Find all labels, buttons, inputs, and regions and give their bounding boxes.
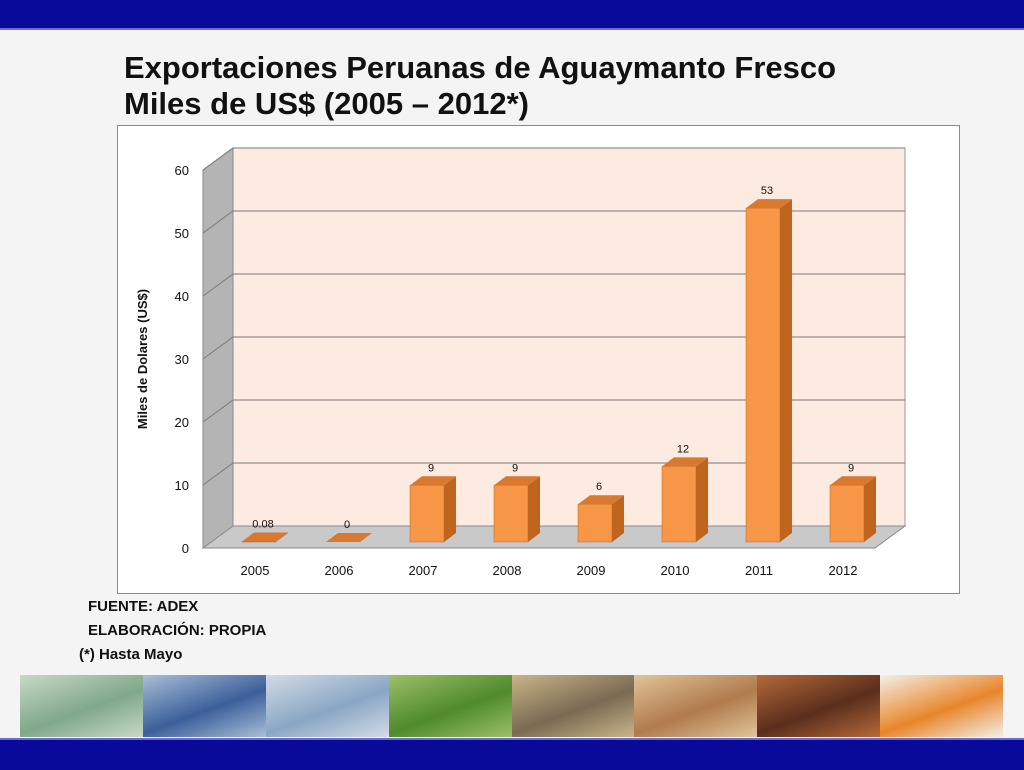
- y-axis-title: Miles de Dolares (US$): [135, 289, 150, 429]
- bars: [241, 199, 876, 543]
- bar-group: [493, 476, 540, 543]
- gridline: [202, 147, 905, 171]
- bar-top: [578, 495, 624, 505]
- bar-group: [577, 495, 624, 543]
- y-tick-label: 40: [175, 289, 189, 304]
- bar-side: [612, 495, 624, 542]
- bar-group: [326, 533, 372, 542]
- bar-side: [444, 476, 456, 542]
- bar: [661, 466, 697, 543]
- data-label: 12: [677, 443, 689, 455]
- y-tick-label: 0: [182, 541, 189, 556]
- gridline: [202, 210, 905, 234]
- x-tick-label: 2012: [829, 563, 858, 578]
- bar-top: [830, 476, 876, 486]
- y-tick-label: 10: [175, 478, 189, 493]
- x-tick-label: 2010: [661, 563, 690, 578]
- bar-group: [241, 532, 288, 543]
- x-tick-label: 2006: [325, 563, 354, 578]
- source-note: FUENTE: ADEX: [88, 598, 199, 615]
- bar: [745, 207, 781, 543]
- gridline: [202, 399, 905, 423]
- x-tick-label: 2011: [745, 563, 773, 578]
- bar-top: [326, 533, 372, 542]
- y-tick-label: 50: [175, 226, 189, 241]
- bar-side: [276, 532, 288, 542]
- bar-top: [746, 199, 792, 209]
- chart-frame: 0 10 20 30 40 50 60 Miles de Dolares (US$) 0.08 2…: [117, 125, 960, 594]
- bar: [493, 485, 529, 543]
- data-label: 6: [596, 481, 602, 493]
- plot-walls: [201, 147, 907, 549]
- data-label: 53: [761, 185, 773, 197]
- slide-title-line-2: Miles de US$ (2005 – 2012*): [124, 86, 529, 121]
- elaboration-note: ELABORACIÓN: PROPIA: [88, 622, 267, 639]
- bar-side: [780, 199, 792, 542]
- port-ship-photo: [265, 675, 389, 737]
- plot-floor: [201, 525, 907, 549]
- bar: [409, 485, 445, 543]
- data-label: 0: [344, 519, 350, 531]
- gridline: [202, 273, 905, 297]
- data-label: 9: [428, 462, 434, 474]
- x-tick-label: 2007: [409, 563, 438, 578]
- gridline: [202, 336, 905, 360]
- bar-top: [410, 476, 456, 486]
- bar-top: [242, 532, 288, 542]
- y-tick-label: 60: [175, 163, 189, 178]
- footnote: (*) Hasta Mayo: [79, 646, 183, 663]
- x-tick-label: 2009: [577, 563, 606, 578]
- x-tick-label: 2008: [493, 563, 522, 578]
- bar: [577, 503, 613, 543]
- money-photo: [20, 675, 143, 737]
- bar: [829, 485, 865, 543]
- bar: [241, 541, 277, 543]
- market-workers-photo: [511, 675, 635, 737]
- bar-top: [662, 457, 708, 467]
- crop-field-photo: [388, 675, 512, 737]
- bar-side: [528, 476, 540, 542]
- cacao-beans-photo: [757, 675, 881, 737]
- slide-title-line-1: Exportaciones Peruanas de Aguaymanto Fre…: [124, 50, 837, 85]
- data-label: 9: [512, 462, 518, 474]
- bar-group: [829, 476, 876, 543]
- bar-side: [864, 476, 876, 542]
- bar-top: [494, 476, 540, 486]
- top-band: [0, 0, 1024, 30]
- bar-group: [409, 476, 456, 543]
- aguaymanto-fruits-photo: [880, 675, 1003, 737]
- bar-group: [745, 199, 792, 543]
- globe-photo: [142, 675, 266, 737]
- y-tick-label: 20: [175, 415, 189, 430]
- bar-side: [696, 457, 708, 542]
- x-tick-label: 2005: [241, 563, 270, 578]
- photo-strip: [20, 675, 1003, 737]
- data-label: 9: [848, 462, 854, 474]
- bottom-band: [0, 738, 1024, 770]
- vicunas-photo: [634, 675, 758, 737]
- slide-title: Exportaciones Peruanas de Aguaymanto Fre…: [124, 50, 836, 122]
- y-tick-label: 30: [175, 352, 189, 367]
- bar-group: [661, 457, 708, 543]
- data-label: 0.08: [252, 518, 273, 530]
